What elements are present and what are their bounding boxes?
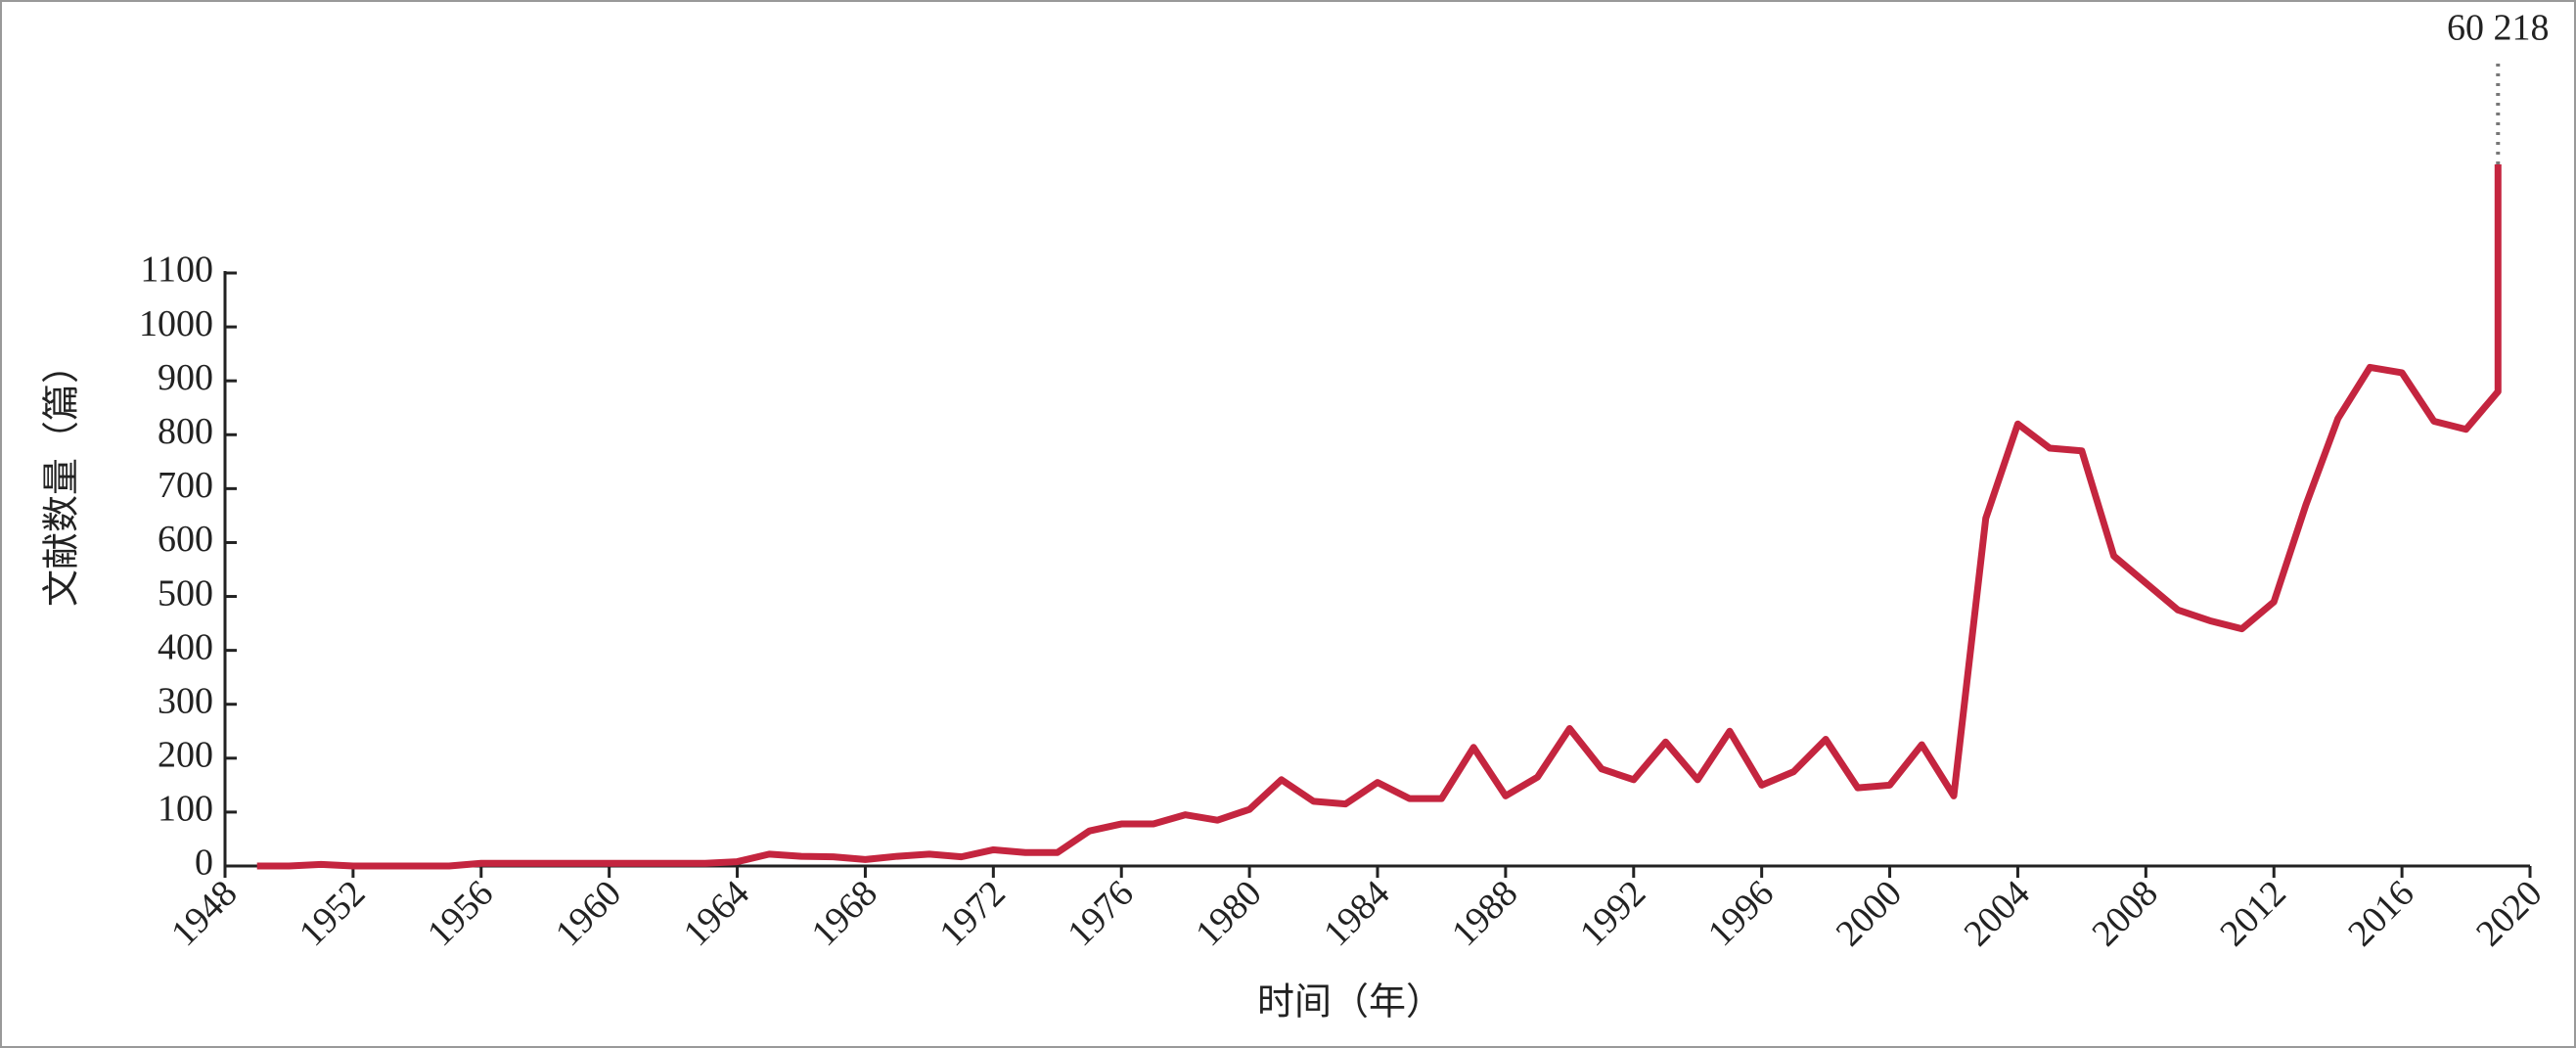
x-axis-label: 时间（年） (1257, 982, 1443, 1024)
data-line (256, 164, 2502, 870)
y-axis-label: 文献数量（篇） (42, 346, 83, 607)
y-tick-label: 700 (158, 465, 213, 506)
y-tick-label: 200 (158, 735, 213, 776)
y-tick-label: 500 (158, 572, 213, 614)
y-tick-label: 300 (158, 680, 213, 721)
y-tick-label: 1000 (139, 303, 213, 344)
y-tick-label: 1100 (140, 250, 213, 291)
y-tick-label: 800 (158, 411, 213, 452)
plot-area (256, 164, 2502, 870)
y-tick-label: 0 (195, 843, 213, 884)
y-tick-label: 900 (158, 357, 213, 398)
y-tick-label: 100 (158, 789, 213, 830)
y-tick-label: 600 (158, 519, 213, 560)
y-tick-label: 400 (158, 626, 213, 667)
value-label: 60 218 (2447, 8, 2550, 49)
